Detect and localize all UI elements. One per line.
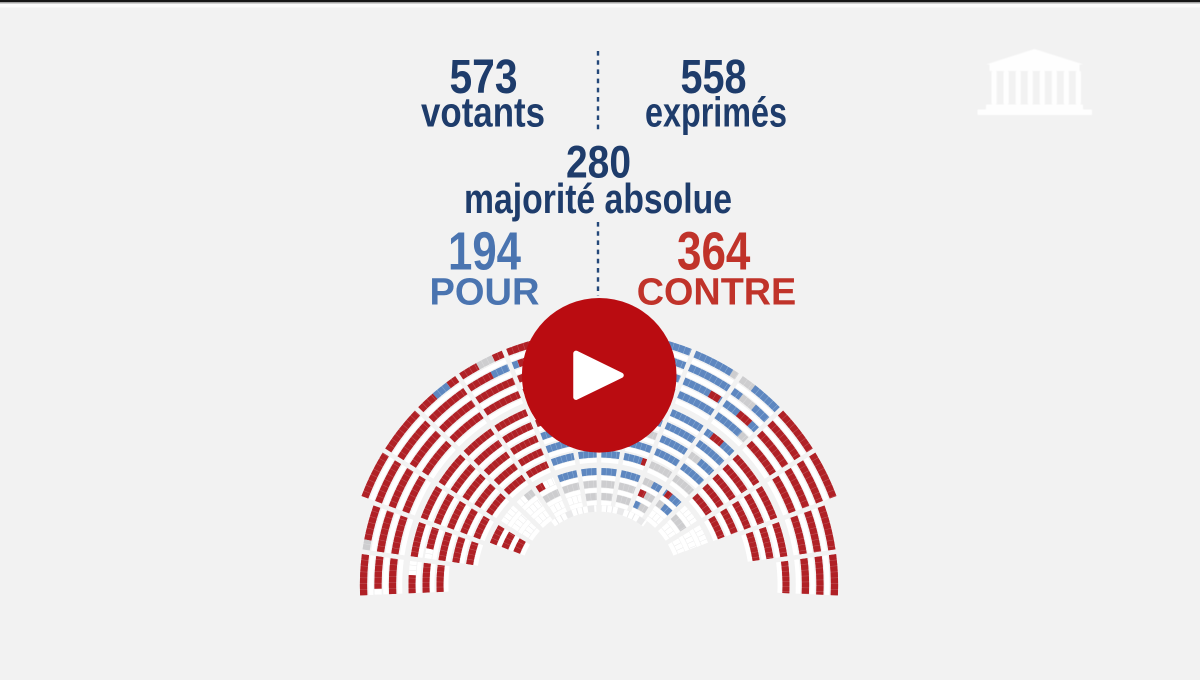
svg-text:votants: votants — [421, 89, 545, 136]
svg-text:280: 280 — [566, 137, 631, 188]
svg-text:558: 558 — [681, 51, 747, 104]
svg-text:573: 573 — [450, 51, 518, 104]
svg-text:194: 194 — [448, 223, 521, 282]
svg-text:CONTRE: CONTRE — [637, 272, 797, 314]
svg-text:POUR: POUR — [430, 272, 540, 314]
svg-text:exprimés: exprimés — [645, 89, 787, 136]
svg-text:majorité absolue: majorité absolue — [464, 175, 732, 222]
svg-text:364: 364 — [677, 223, 751, 282]
